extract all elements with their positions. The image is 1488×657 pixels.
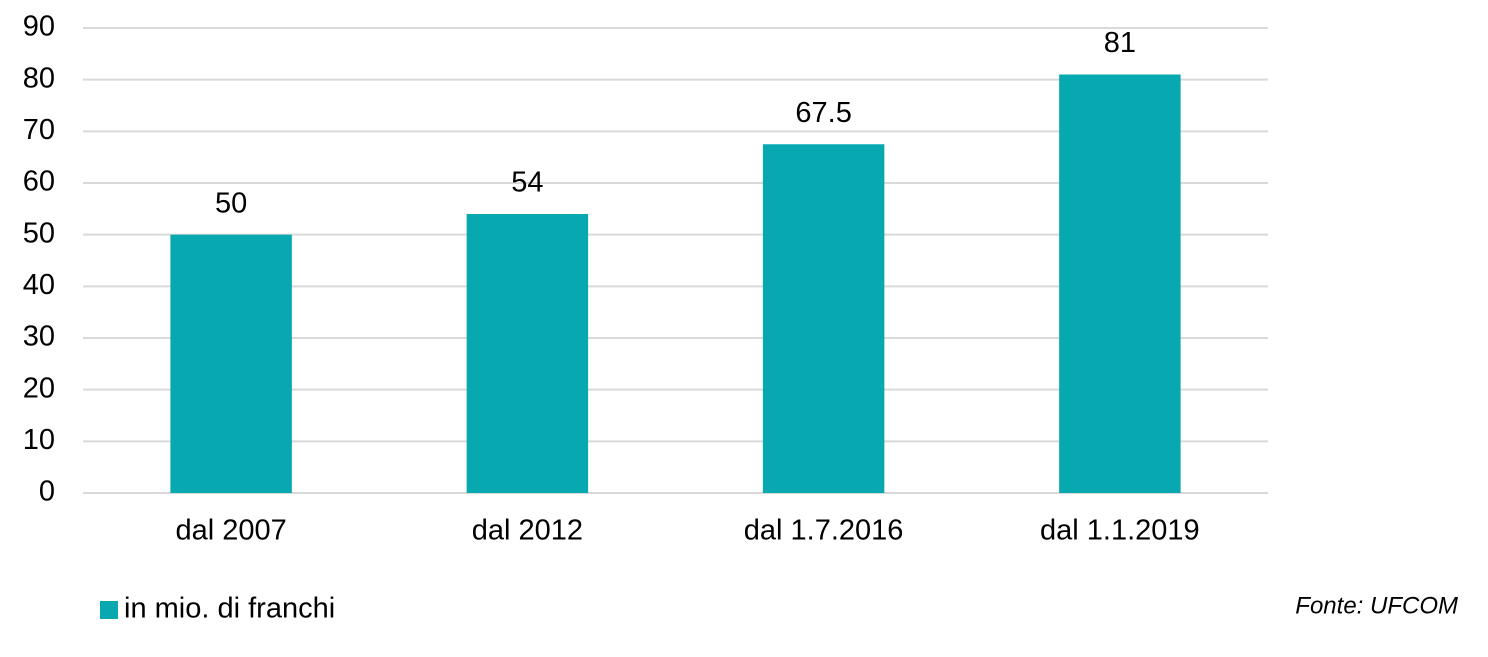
y-tick-label: 70	[23, 114, 55, 146]
y-tick-label: 90	[23, 11, 55, 43]
y-tick-label: 50	[23, 217, 55, 249]
legend-swatch	[100, 601, 118, 619]
bar	[170, 234, 292, 493]
y-tick-label: 30	[23, 321, 55, 353]
x-tick-label: dal 1.7.2016	[744, 515, 904, 547]
bar	[1059, 74, 1181, 493]
bar	[762, 144, 885, 493]
y-tick-label: 0	[39, 476, 55, 508]
bar	[466, 214, 589, 493]
x-tick-label: dal 2012	[472, 515, 583, 547]
data-label: 67.5	[795, 97, 851, 129]
x-tick-label: dal 2007	[175, 515, 286, 547]
data-label: 81	[1104, 27, 1136, 59]
data-label: 54	[511, 167, 543, 199]
legend-label: in mio. di franchi	[124, 593, 335, 625]
y-tick-label: 20	[23, 372, 55, 404]
y-tick-label: 40	[23, 269, 55, 301]
source: Fonte: UFCOM	[1295, 592, 1458, 619]
y-tick-label: 10	[23, 424, 55, 456]
x-tick-label: dal 1.1.2019	[1040, 515, 1200, 547]
y-tick-label: 60	[23, 166, 55, 198]
data-label: 50	[215, 187, 247, 219]
y-tick-label: 80	[23, 62, 55, 94]
